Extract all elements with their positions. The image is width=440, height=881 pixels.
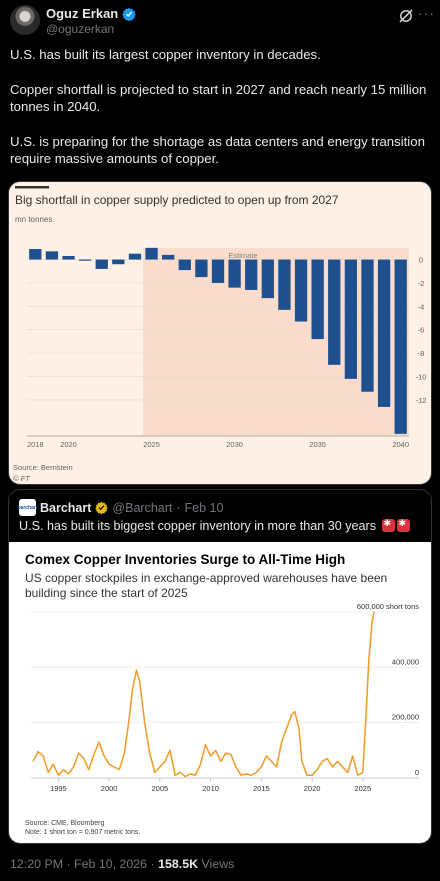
bb-x-tick-label: 1995 (50, 784, 67, 793)
bb-x-tick-label: 2025 (354, 784, 371, 793)
ft-x-tick-label: 2035 (309, 440, 326, 449)
ft-y-tick-label: -6 (418, 326, 425, 335)
ft-x-tick-label: 2040 (392, 440, 409, 449)
bar-2033 (278, 259, 291, 310)
quote-date[interactable]: Feb 10 (184, 500, 224, 515)
siren-emoji-icon (381, 518, 395, 532)
bb-y-tick-label: 200,000 (392, 713, 419, 722)
bb-x-tick-label: 2010 (202, 784, 219, 793)
ft-y-tick-label: -4 (418, 302, 425, 311)
bb-y-tick-label: 400,000 (392, 657, 419, 666)
tweet-header: Oguz Erkan @oguzerkan ··· (0, 0, 440, 40)
barchart-chart-image[interactable]: 0 200,000 400,000 600,000 short tons 1995 20… (9, 542, 431, 843)
bb-y-tick-label: 600,000 short tons (357, 602, 419, 611)
bar-2030 (228, 259, 241, 288)
separator-dot: · (176, 500, 181, 515)
ft-x-tick-label: 2020 (60, 440, 77, 449)
ft-x-tick-label: 2018 (27, 440, 44, 449)
barchart-chart: 0 200,000 400,000 600,000 short tons 1995 20… (31, 602, 419, 793)
tweet-text: U.S. has built its largest copper invent… (10, 46, 435, 185)
ft-chart-image[interactable]: Big shortfall in copper supply predicted… (8, 181, 432, 485)
tweet-paragraph: Copper shortfall is projected to start i… (10, 81, 427, 115)
bar-2031 (245, 259, 258, 290)
barchart-note-line: Note: 1 short ton = 0.907 metric tons. (25, 829, 141, 836)
ft-source: Source: Bernstein (13, 463, 73, 472)
bar-2037 (344, 259, 358, 379)
quote-author-handle[interactable]: @Barchart (112, 500, 173, 515)
avatar[interactable] (10, 5, 40, 35)
bar-2025 (145, 247, 158, 260)
bar-2026 (162, 254, 175, 260)
barchart-logo[interactable]: barchart (18, 499, 38, 516)
bb-y-tick-label: 0 (415, 768, 419, 777)
bar-2019 (45, 251, 59, 260)
ft-estimate-label: Estimate (228, 251, 257, 260)
tweet-timestamp[interactable]: 12:20 PM · Feb 10, 2026 · (10, 857, 159, 871)
bb-x-tick-label: 2000 (101, 784, 118, 793)
tweet-meta: 12:20 PM · Feb 10, 2026 · 158.5K Views (10, 857, 234, 871)
barchart-chart-subtitle: US copper stockpiles in exchange-approve… (25, 571, 388, 600)
bar-2038 (361, 259, 374, 392)
grok-icon[interactable] (398, 8, 414, 24)
bar-2032 (261, 259, 274, 299)
ft-x-tick-label: 2025 (143, 440, 160, 449)
bar-2027 (178, 259, 191, 271)
ft-x-tick-label: 2030 (226, 440, 243, 449)
quote-text: U.S. has built its biggest copper invent… (19, 518, 410, 533)
author-handle[interactable]: @oguzerkan (46, 22, 115, 36)
barchart-source-line: Source: CME, Bloomberg (25, 820, 105, 827)
ft-y-tick-label: -8 (418, 349, 425, 358)
quote-text-content: U.S. has built its biggest copper invent… (19, 519, 377, 533)
ft-y-tick-label: -2 (418, 279, 425, 288)
ft-y-tick-label: 0 (419, 256, 423, 265)
tweet-paragraph: U.S. is preparing for the shortage as da… (10, 133, 425, 167)
bar-2035 (311, 259, 324, 340)
barchart-chart-title: Comex Copper Inventories Surge to All-Ti… (25, 552, 346, 567)
bar-2022 (95, 259, 108, 269)
bar-2034 (294, 259, 308, 322)
bar-2039 (377, 259, 391, 407)
inventory-series-line (32, 611, 375, 778)
bar-2018 (29, 249, 42, 260)
ft-chart-title: Big shortfall in copper supply predicted… (15, 193, 339, 207)
bb-x-tick-label: 2020 (304, 784, 321, 793)
barchart-source: Source: CME, Bloomberg Note: 1 short ton… (25, 819, 140, 837)
bar-2040 (394, 259, 407, 434)
verified-badge-icon (122, 7, 136, 21)
ft-y-tick-label: -12 (416, 396, 427, 405)
bar-2024 (128, 253, 142, 260)
ft-brand: © FT (13, 474, 31, 483)
views-label: Views (198, 857, 235, 871)
quoted-tweet[interactable]: barchart Barchart @Barchart · Feb 10 U.S… (8, 489, 432, 844)
bar-2029 (211, 259, 225, 283)
bb-x-tick-label: 2005 (152, 784, 169, 793)
ft-y-tick-label: -10 (416, 373, 427, 382)
author-display-name[interactable]: Oguz Erkan (46, 6, 119, 21)
ft-chart: Big shortfall in copper supply predicted… (13, 186, 427, 483)
bar-2020 (62, 256, 75, 260)
siren-emoji-icon (396, 518, 410, 532)
bar-2028 (195, 259, 208, 278)
quote-author-name[interactable]: Barchart (40, 500, 92, 515)
bb-x-tick-label: 2015 (253, 784, 270, 793)
bar-2036 (328, 259, 341, 365)
ft-chart-unit: mn tonnes (15, 215, 52, 224)
more-options-icon[interactable]: ··· (418, 5, 435, 21)
ft-title-rule (15, 186, 49, 189)
bar-2023 (112, 259, 125, 265)
bar-2021 (78, 259, 92, 261)
gold-verified-badge-icon (95, 501, 109, 514)
views-count: 158.5K (158, 857, 199, 871)
tweet-paragraph: U.S. has built its largest copper invent… (10, 47, 321, 62)
